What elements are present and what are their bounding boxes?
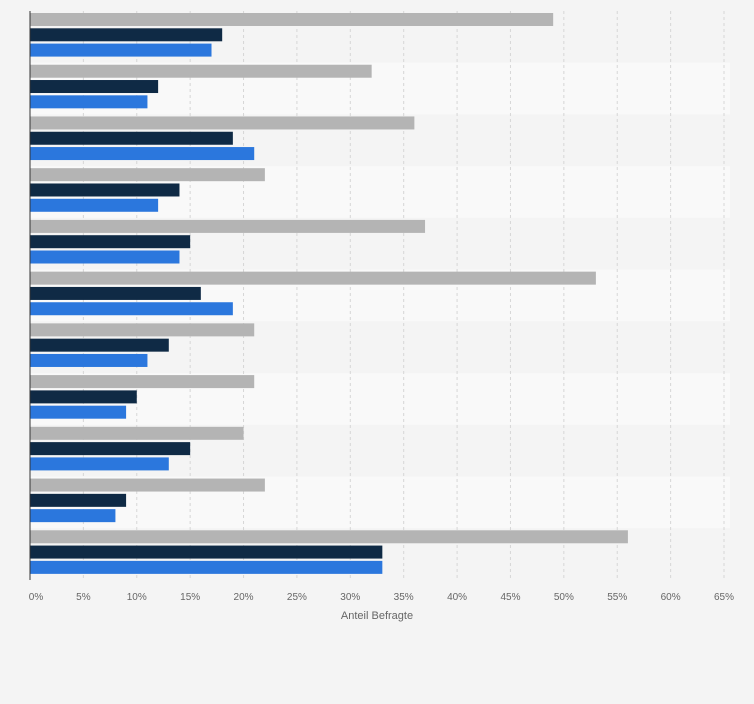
bar xyxy=(30,560,383,574)
x-tick-label: 60% xyxy=(661,592,681,603)
bar xyxy=(30,493,127,507)
bar xyxy=(30,530,628,544)
bar xyxy=(30,509,116,523)
bar xyxy=(30,442,191,456)
bars xyxy=(30,13,628,574)
x-tick-label: 55% xyxy=(607,592,627,603)
bar xyxy=(30,353,148,367)
x-tick-label: 45% xyxy=(500,592,520,603)
bar xyxy=(30,198,159,212)
x-axis-label: Anteil Befragte xyxy=(341,610,413,622)
bar xyxy=(30,478,265,492)
bar xyxy=(30,183,180,197)
x-tick-label: 0% xyxy=(29,592,44,603)
bar xyxy=(30,545,383,559)
bar xyxy=(30,405,127,419)
bar xyxy=(30,168,265,182)
bar xyxy=(30,64,372,78)
x-tick-label: 65% xyxy=(714,592,734,603)
bar xyxy=(30,95,148,109)
bar xyxy=(30,219,426,233)
x-tick-label: 35% xyxy=(394,592,414,603)
bar xyxy=(30,250,180,264)
bar xyxy=(30,28,223,42)
bar xyxy=(30,390,137,404)
bar xyxy=(30,286,201,300)
bar xyxy=(30,235,191,249)
x-tick-label: 25% xyxy=(287,592,307,603)
x-tick-label: 30% xyxy=(340,592,360,603)
bar xyxy=(30,457,169,471)
bar xyxy=(30,80,159,94)
x-tick-label: 50% xyxy=(554,592,574,603)
bar xyxy=(30,323,255,337)
x-tick-label: 15% xyxy=(180,592,200,603)
bar xyxy=(30,338,169,352)
x-tick-label: 10% xyxy=(127,592,147,603)
bar xyxy=(30,147,255,161)
bar xyxy=(30,375,255,389)
bar xyxy=(30,271,596,285)
x-tick-labels: 0% 5% 10% 15% 20% 25% 30% 35% 40% 45% 50% 55% 60% 65% xyxy=(29,592,734,603)
x-tick-label: 20% xyxy=(234,592,254,603)
bar xyxy=(30,43,212,57)
bar xyxy=(30,302,233,316)
bar xyxy=(30,116,415,130)
bar xyxy=(30,131,233,145)
bar xyxy=(30,13,554,26)
bar xyxy=(30,426,244,440)
x-tick-label: 40% xyxy=(447,592,467,603)
x-tick-label: 5% xyxy=(76,592,91,603)
